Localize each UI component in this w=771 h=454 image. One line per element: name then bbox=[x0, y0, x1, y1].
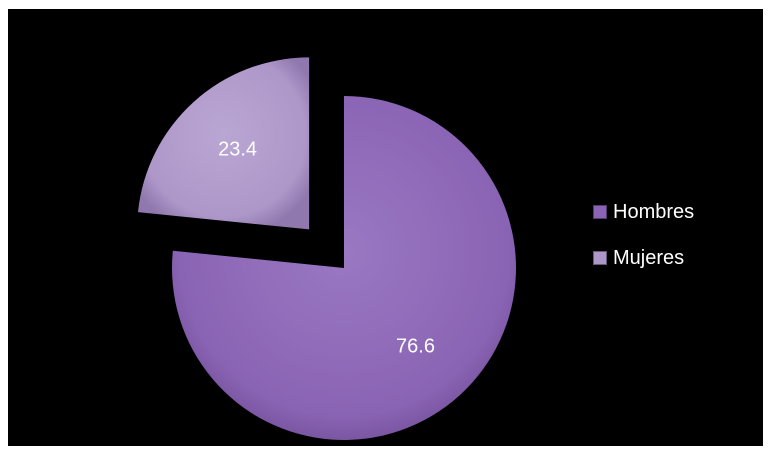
legend-swatch-hombres bbox=[593, 205, 607, 219]
legend-item-mujeres: Mujeres bbox=[593, 245, 694, 271]
legend-label-hombres: Hombres bbox=[613, 200, 695, 223]
pie-slice-mujeres bbox=[137, 57, 310, 230]
pie-chart: 76.6 23.4 bbox=[137, 57, 516, 441]
legend-swatch-mujeres bbox=[593, 251, 607, 265]
legend-item-hombres: Hombres bbox=[593, 199, 694, 225]
legend: Hombres Mujeres bbox=[593, 199, 694, 291]
chart-area: 76.6 23.4 Hombres Mujeres bbox=[8, 9, 763, 446]
legend-label-mujeres: Mujeres bbox=[613, 246, 685, 269]
pie-slice-hombres bbox=[171, 96, 516, 441]
data-label-hombres: 76.6 bbox=[396, 335, 435, 357]
data-label-mujeres: 23.4 bbox=[218, 139, 257, 161]
